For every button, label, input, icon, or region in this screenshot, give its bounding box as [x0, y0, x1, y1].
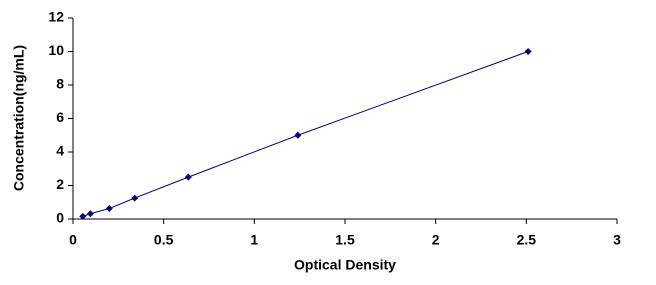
data-point — [86, 210, 94, 218]
y-tick-label: 0 — [56, 210, 64, 226]
y-tick-label: 8 — [56, 76, 64, 92]
data-point — [524, 48, 532, 55]
data-point — [131, 194, 139, 202]
data-point — [79, 212, 87, 220]
data-point — [294, 131, 302, 139]
x-tick-label: 1 — [250, 232, 258, 248]
y-tick-label: 10 — [48, 42, 64, 58]
x-tick-label: 3 — [613, 232, 621, 248]
x-tick-label: 0 — [69, 232, 77, 248]
y-axis-title: Concentration(ng/mL) — [11, 45, 27, 191]
y-tick-label: 4 — [56, 143, 64, 159]
x-tick-label: 2.5 — [517, 232, 537, 248]
x-tick-label: 1.5 — [335, 232, 355, 248]
y-tick-label: 12 — [48, 9, 64, 25]
y-tick-label: 2 — [56, 176, 64, 192]
data-point — [184, 173, 192, 181]
x-tick-label: 0.5 — [154, 232, 174, 248]
x-tick-label: 2 — [432, 232, 440, 248]
y-tick-label: 6 — [56, 109, 64, 125]
x-axis-title: Optical Density — [294, 257, 396, 273]
series-line — [82, 51, 529, 217]
data-point — [105, 205, 113, 213]
